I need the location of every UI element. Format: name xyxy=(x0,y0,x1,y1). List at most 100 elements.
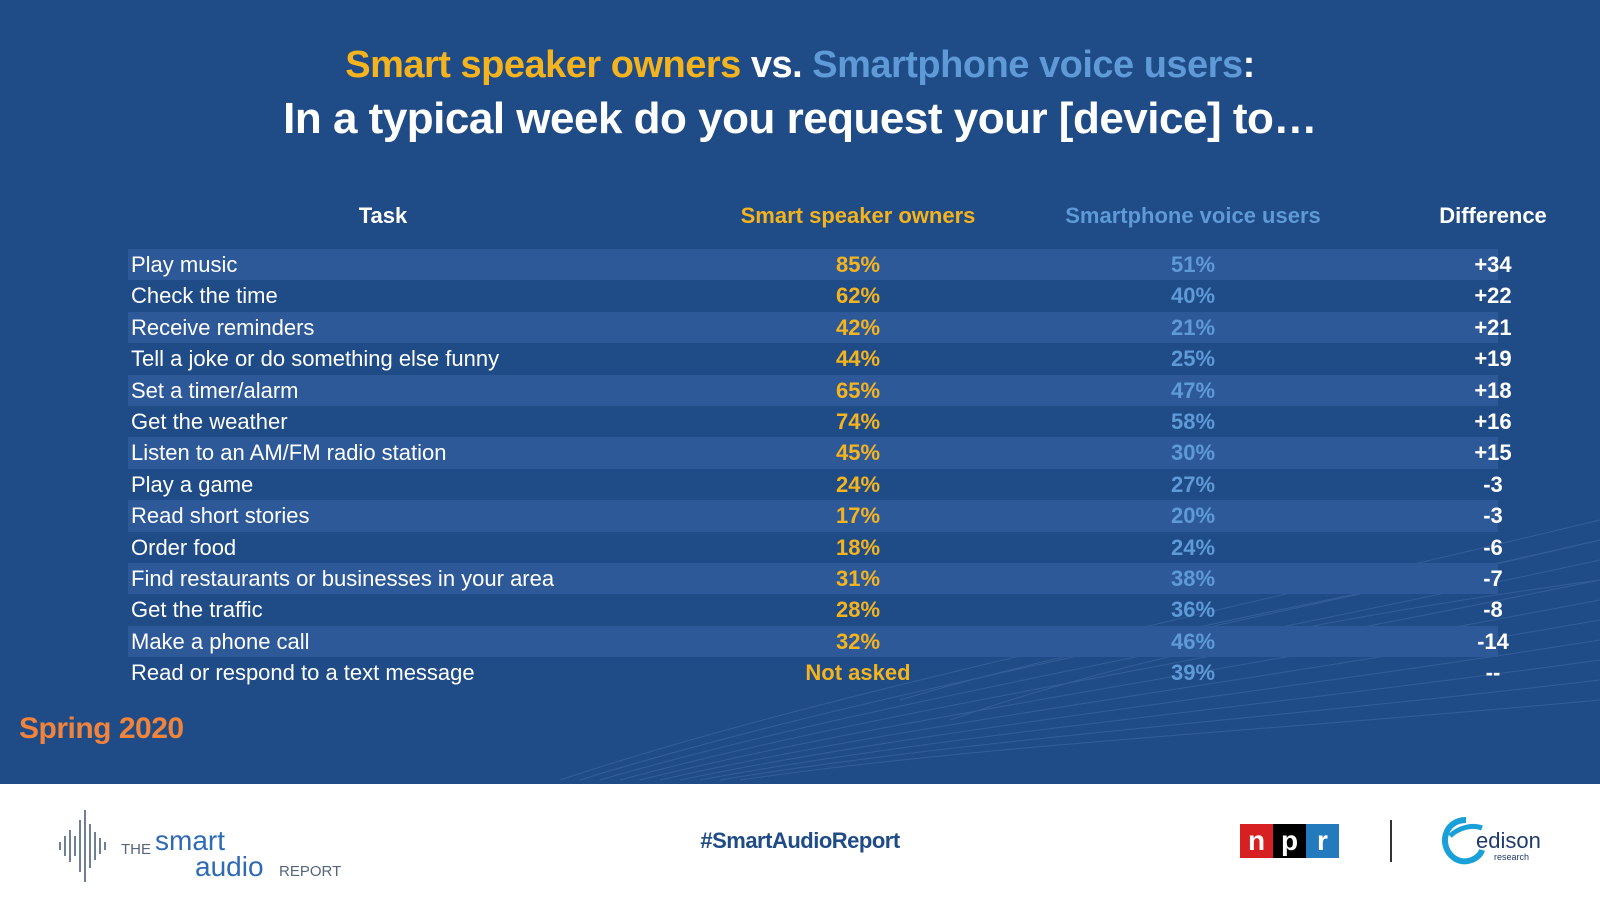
smart-speaker-cell: 32% xyxy=(835,628,881,654)
smartphone-cell: 39% xyxy=(1170,660,1216,686)
smart-speaker-cell: 28% xyxy=(835,597,881,623)
smartphone-cell: 58% xyxy=(1170,408,1216,434)
task-cell: Read or respond to a text message xyxy=(131,660,475,686)
difference-cell: +16 xyxy=(1474,408,1512,434)
table-row: Find restaurants or businesses in your a… xyxy=(128,562,1503,595)
title-vs: vs. xyxy=(740,44,813,86)
npr-r: r xyxy=(1306,824,1339,858)
smart-speaker-cell: 44% xyxy=(835,346,881,372)
table-row: Set a timer/alarm 65% 47% +18 xyxy=(128,374,1512,406)
task-cell: Play a game xyxy=(131,471,254,497)
difference-cell: -- xyxy=(1485,660,1501,686)
difference-cell: +34 xyxy=(1474,252,1512,277)
npr-n: n xyxy=(1240,824,1273,858)
task-cell: Make a phone call xyxy=(131,628,310,654)
task-cell: Order food xyxy=(131,534,237,560)
smart-speaker-cell: 31% xyxy=(835,565,881,591)
npr-logo: n p r xyxy=(1240,824,1339,858)
table-header: Task Smart speaker owners Smartphone voi… xyxy=(128,203,1547,233)
smartphone-cell: 24% xyxy=(1170,534,1216,560)
hashtag: #SmartAudioReport xyxy=(700,828,900,853)
task-cell: Get the weather xyxy=(131,408,288,434)
header-difference: Difference xyxy=(1439,203,1547,228)
svg-text:smart: smart xyxy=(155,825,225,856)
task-cell: Set a timer/alarm xyxy=(131,377,299,403)
task-cell: Tell a joke or do something else funny xyxy=(131,346,500,372)
table-row: Get the weather 74% 58% +16 xyxy=(128,406,1512,437)
slide: Smart speaker owners vs. Smartphone voic… xyxy=(0,0,1600,784)
task-cell: Read short stories xyxy=(131,503,310,529)
smart-speaker-cell: 85% xyxy=(835,252,881,277)
difference-cell: +19 xyxy=(1474,346,1512,372)
logo-divider xyxy=(1390,820,1392,862)
header-smart-speaker: Smart speaker owners xyxy=(740,203,976,228)
table-row: Listen to an AM/FM radio station 45% 30% +1… xyxy=(128,437,1512,469)
smartphone-cell: 21% xyxy=(1170,314,1216,340)
smartphone-cell: 47% xyxy=(1170,377,1216,403)
smartphone-cell: 27% xyxy=(1170,471,1216,497)
difference-cell: +15 xyxy=(1474,440,1512,466)
table-row: Order food 18% 24% -6 xyxy=(128,532,1503,563)
table-row: Read or respond to a text message Not ask… xyxy=(128,657,1500,688)
smart-speaker-cell: 62% xyxy=(835,283,881,309)
header-task: Task xyxy=(358,203,408,228)
task-cell: Get the traffic xyxy=(131,597,263,623)
smartphone-cell: 20% xyxy=(1170,503,1216,529)
slide-subtitle: In a typical week do you request your [d… xyxy=(283,94,1317,143)
smartphone-cell: 51% xyxy=(1170,252,1216,277)
smart-speaker-cell: Not asked xyxy=(805,660,911,686)
data-table: Play music 85% 51% +34 Check the time 62% 40% +… xyxy=(128,249,1512,688)
table-row: Check the time 62% 40% +22 xyxy=(128,280,1512,311)
svg-text:edison: edison xyxy=(1476,828,1541,853)
smartphone-cell: 38% xyxy=(1170,565,1216,591)
smart-speaker-cell: 45% xyxy=(835,440,881,466)
svg-text:audio: audio xyxy=(195,851,264,882)
table-row: Receive reminders 42% 21% +21 xyxy=(128,311,1512,344)
smart-audio-report-logo: THE smart audio REPORT xyxy=(59,810,341,882)
task-cell: Play music xyxy=(131,252,238,277)
footer: THE smart audio REPORT #SmartAudioReport… xyxy=(0,784,1600,900)
npr-p: p xyxy=(1273,824,1306,858)
table-row: Tell a joke or do something else funny 44… xyxy=(128,343,1512,374)
task-cell: Check the time xyxy=(131,283,278,309)
svg-text:THE: THE xyxy=(121,841,151,858)
season-label: Spring 2020 xyxy=(19,712,184,745)
edison-research-logo: edison research xyxy=(1442,817,1541,865)
task-cell: Listen to an AM/FM radio station xyxy=(131,440,447,466)
table-row: Get the traffic 28% 36% -8 xyxy=(128,594,1503,625)
smart-speaker-cell: 42% xyxy=(835,314,881,340)
smart-speaker-cell: 17% xyxy=(835,503,881,529)
header-smartphone: Smartphone voice users xyxy=(1065,203,1321,228)
smartphone-cell: 46% xyxy=(1170,628,1216,654)
smartphone-cell: 30% xyxy=(1170,440,1216,466)
wave-decoration xyxy=(559,519,1600,781)
smart-speaker-cell: 65% xyxy=(835,377,881,403)
difference-cell: -3 xyxy=(1483,503,1503,529)
difference-cell: -8 xyxy=(1483,597,1503,623)
smart-speaker-cell: 24% xyxy=(835,471,881,497)
task-cell: Find restaurants or businesses in your a… xyxy=(131,565,555,591)
table-row: Play music 85% 51% +34 xyxy=(128,249,1512,281)
difference-cell: -7 xyxy=(1483,565,1503,591)
table-row: Play a game 24% 27% -3 xyxy=(128,469,1503,500)
smart-speaker-cell: 74% xyxy=(835,408,881,434)
title-smartphone: Smartphone voice users xyxy=(812,44,1243,86)
difference-cell: -3 xyxy=(1483,471,1503,497)
smartphone-cell: 36% xyxy=(1170,597,1216,623)
smart-speaker-cell: 18% xyxy=(835,534,881,560)
title-smart-speaker: Smart speaker owners xyxy=(345,44,741,86)
difference-cell: +18 xyxy=(1474,377,1512,403)
smartphone-cell: 25% xyxy=(1170,346,1216,372)
slide-title: Smart speaker owners vs. Smartphone voic… xyxy=(0,44,1600,87)
difference-cell: +22 xyxy=(1474,283,1512,309)
difference-cell: -6 xyxy=(1483,534,1503,560)
svg-text:REPORT: REPORT xyxy=(279,863,341,880)
table-row: Read short stories 17% 20% -3 xyxy=(128,500,1503,532)
table-row: Make a phone call 32% 46% -14 xyxy=(128,625,1509,658)
difference-cell: +21 xyxy=(1474,314,1512,340)
svg-text:research: research xyxy=(1494,852,1529,862)
title-colon: : xyxy=(1242,44,1256,86)
difference-cell: -14 xyxy=(1477,628,1509,654)
task-cell: Receive reminders xyxy=(131,314,315,340)
smartphone-cell: 40% xyxy=(1170,283,1216,309)
